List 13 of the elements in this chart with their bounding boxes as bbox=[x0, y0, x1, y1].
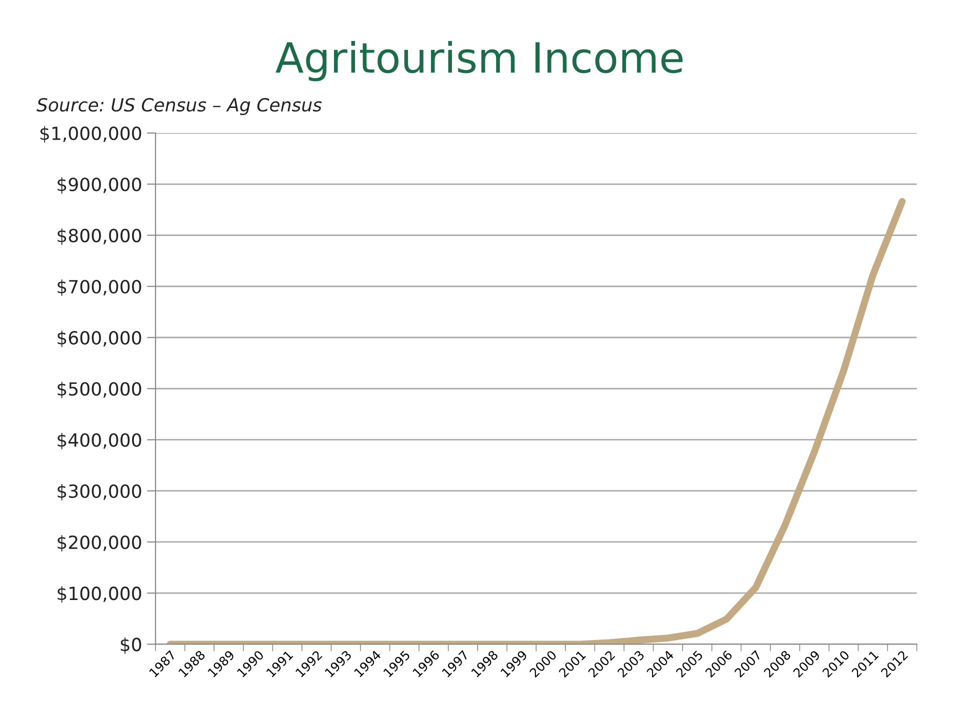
y-tick-label: $0 bbox=[120, 637, 142, 654]
y-tick-label: $900,000 bbox=[58, 177, 142, 194]
chart-title: Agritourism Income bbox=[276, 40, 683, 82]
y-tick-label: $700,000 bbox=[58, 280, 142, 296]
y-tick-label: $600,000 bbox=[58, 330, 142, 348]
y-tick-label: $500,000 bbox=[58, 382, 142, 398]
y-tick-label: $1,000,000 bbox=[40, 126, 142, 143]
y-tick-label: $300,000 bbox=[58, 484, 142, 500]
source-note: Source: US Census – Ag Census bbox=[36, 98, 322, 116]
y-tick-label: $100,000 bbox=[58, 586, 142, 603]
y-tick-label: $800,000 bbox=[58, 228, 142, 245]
y-tick-label: $200,000 bbox=[58, 535, 142, 552]
y-tick-label: $400,000 bbox=[58, 432, 142, 450]
